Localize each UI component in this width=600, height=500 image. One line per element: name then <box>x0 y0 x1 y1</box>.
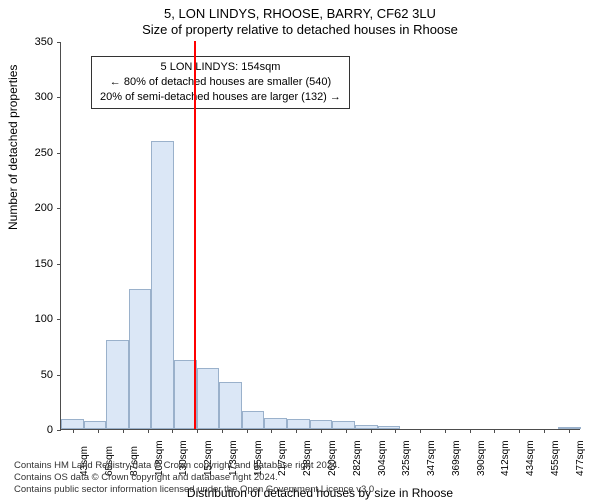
x-tick-mark <box>544 429 545 433</box>
x-tick-label: 455sqm <box>550 440 561 476</box>
footer-line-2: Contains OS data © Crown copyright and d… <box>14 472 377 484</box>
y-tick-mark <box>57 264 61 265</box>
x-tick-mark <box>445 429 446 433</box>
x-tick-mark <box>271 429 272 433</box>
x-tick-mark <box>519 429 520 433</box>
y-tick-label: 50 <box>41 369 53 381</box>
marker-line <box>194 41 196 429</box>
x-tick-mark <box>222 429 223 433</box>
x-tick-label: 369sqm <box>451 440 462 476</box>
y-axis-label: Number of detached properties <box>6 65 20 230</box>
annotation-box: 5 LON LINDYS: 154sqm ← 80% of detached h… <box>91 56 350 109</box>
y-tick-mark <box>57 430 61 431</box>
y-tick-label: 0 <box>47 424 53 436</box>
y-tick-mark <box>57 208 61 209</box>
y-tick-mark <box>57 375 61 376</box>
histogram-bar <box>151 141 174 429</box>
y-tick-label: 250 <box>35 147 53 159</box>
histogram-bar <box>219 382 242 429</box>
histogram-bar <box>378 426 401 429</box>
chart-title-sub: Size of property relative to detached ho… <box>0 22 600 38</box>
chart-titles: 5, LON LINDYS, RHOOSE, BARRY, CF62 3LU S… <box>0 0 600 37</box>
y-tick-label: 150 <box>35 258 53 270</box>
x-tick-label: 347sqm <box>426 440 437 476</box>
histogram-bar <box>242 411 265 429</box>
x-tick-label: 412sqm <box>500 440 511 476</box>
histogram-bar <box>129 289 152 429</box>
x-tick-mark <box>346 429 347 433</box>
histogram-bar <box>355 425 378 429</box>
x-tick-mark <box>247 429 248 433</box>
histogram-bar <box>264 418 287 429</box>
x-tick-label: 434sqm <box>525 440 536 476</box>
y-tick-label: 350 <box>35 36 53 48</box>
x-tick-mark <box>470 429 471 433</box>
histogram-bar <box>174 360 197 429</box>
annotation-line-2: ← 80% of detached houses are smaller (54… <box>100 75 341 90</box>
histogram-bar <box>106 340 129 429</box>
x-tick-mark <box>420 429 421 433</box>
x-tick-mark <box>148 429 149 433</box>
x-tick-mark <box>73 429 74 433</box>
y-tick-mark <box>57 153 61 154</box>
footer-line-1: Contains HM Land Registry data © Crown c… <box>14 460 377 472</box>
y-tick-mark <box>57 42 61 43</box>
histogram-bar <box>287 419 310 429</box>
x-tick-mark <box>569 429 570 433</box>
histogram-bar <box>197 368 220 429</box>
x-tick-mark <box>123 429 124 433</box>
histogram-bar <box>558 427 581 429</box>
x-tick-mark <box>371 429 372 433</box>
histogram-bar <box>61 419 84 429</box>
x-tick-mark <box>172 429 173 433</box>
annotation-line-3: 20% of semi-detached houses are larger (… <box>100 90 341 105</box>
histogram-bar <box>310 420 333 429</box>
x-tick-mark <box>296 429 297 433</box>
x-tick-mark <box>197 429 198 433</box>
y-tick-label: 200 <box>35 202 53 214</box>
histogram-bar <box>332 421 355 429</box>
footer-line-3: Contains public sector information licen… <box>14 484 377 496</box>
x-tick-mark <box>321 429 322 433</box>
plot-area: 5 LON LINDYS: 154sqm ← 80% of detached h… <box>60 42 580 430</box>
y-tick-label: 100 <box>35 313 53 325</box>
x-tick-label: 390sqm <box>476 440 487 476</box>
histogram-bar <box>84 421 107 429</box>
x-tick-label: 477sqm <box>575 440 586 476</box>
y-tick-mark <box>57 97 61 98</box>
x-tick-mark <box>98 429 99 433</box>
footer-attribution: Contains HM Land Registry data © Crown c… <box>14 460 377 496</box>
y-tick-mark <box>57 319 61 320</box>
x-tick-label: 325sqm <box>401 440 412 476</box>
x-tick-label: 304sqm <box>377 440 388 476</box>
chart-title-main: 5, LON LINDYS, RHOOSE, BARRY, CF62 3LU <box>0 6 600 22</box>
x-tick-mark <box>395 429 396 433</box>
x-tick-mark <box>494 429 495 433</box>
chart-area: 5 LON LINDYS: 154sqm ← 80% of detached h… <box>60 42 580 430</box>
y-tick-label: 300 <box>35 91 53 103</box>
annotation-line-1: 5 LON LINDYS: 154sqm <box>100 60 341 75</box>
